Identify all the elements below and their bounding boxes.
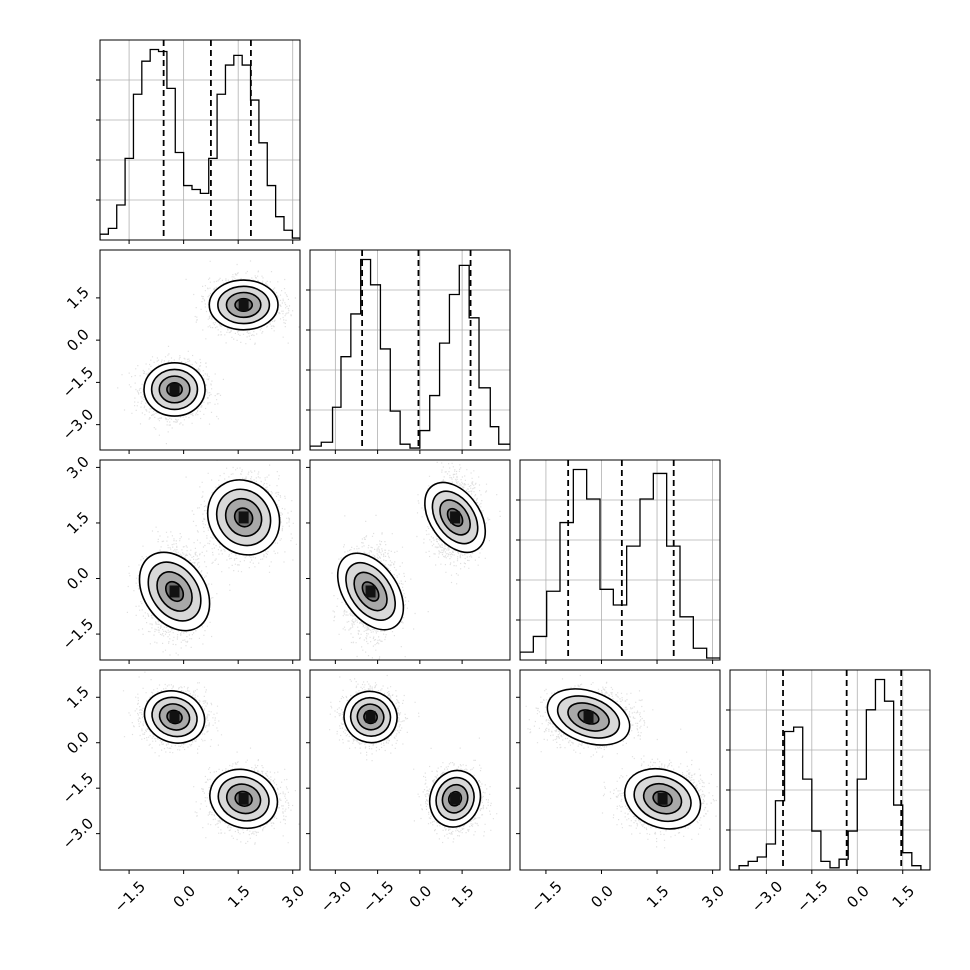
x-tick-label: 0.0 [170,882,200,912]
density-peak [450,792,461,805]
x-tick-label: −3.0 [317,877,355,915]
panel-frame [309,459,511,661]
histogram-step [520,468,720,660]
histogram-step [310,258,510,450]
histogram-panel-0 [96,39,301,244]
y-tick-label: −3.0 [59,405,97,443]
density-peak [365,585,376,598]
x-tick-label: −1.5 [359,877,397,915]
x-tick-label: 3.0 [279,882,309,912]
y-tick-label: 3.0 [63,453,93,483]
panel-frame [519,669,721,871]
histogram-panel-1 [306,249,511,454]
x-tick-label: −3.0 [748,877,786,915]
panel-frame [519,459,721,661]
y-tick-label: 1.5 [63,283,93,313]
y-tick-label: 1.5 [63,508,93,538]
histogram-step [730,678,930,870]
scatter-panel-3-0 [96,669,301,874]
density-peak [169,383,180,396]
histogram-step [100,48,300,240]
density-peak [657,792,668,805]
y-tick-label: 0.0 [63,728,93,758]
scatter-points [126,460,297,656]
density-peak [238,792,249,805]
histogram-panel-2 [516,459,721,664]
x-tick-label: 0.0 [587,882,617,912]
y-tick-label: 1.5 [63,682,93,712]
x-tick-label: −1.5 [527,877,565,915]
panel-frame [99,39,301,241]
scatter-panel-1-0 [96,249,301,454]
scatter-panel-3-2 [516,669,721,874]
x-tick-label: 1.5 [643,882,673,912]
density-peak [169,710,180,723]
density-peak [450,511,461,524]
density-peak [365,710,376,723]
density-peak [238,298,249,311]
y-tick-label: −1.5 [59,615,97,653]
panel-frame [99,459,301,661]
panel-frame [99,669,301,871]
x-tick-label: 0.0 [406,882,436,912]
x-tick-label: 1.5 [224,882,254,912]
y-tick-label: −1.5 [59,769,97,807]
panel-frame [729,669,931,871]
x-tick-label: 1.5 [889,882,919,912]
panel-frame [309,669,511,871]
scatter-panel-2-1 [306,459,511,664]
panel-frame [99,249,301,451]
scatter-panel-2-0 [96,459,301,664]
scatter-panel-3-1 [306,669,511,874]
density-peak [169,585,180,598]
x-tick-label: −1.5 [793,877,831,915]
y-tick-label: 0.0 [63,564,93,594]
density-peak [583,710,594,723]
x-tick-label: −1.5 [111,877,149,915]
histogram-panel-3 [726,669,931,874]
x-tick-label: 1.5 [448,882,478,912]
y-tick-label: 0.0 [63,325,93,355]
panel-frame [309,249,511,451]
x-tick-label: 0.0 [843,882,873,912]
y-tick-label: −3.0 [59,814,97,852]
x-tick-label: 3.0 [699,882,729,912]
density-peak [238,511,249,524]
y-tick-label: −1.5 [59,363,97,401]
